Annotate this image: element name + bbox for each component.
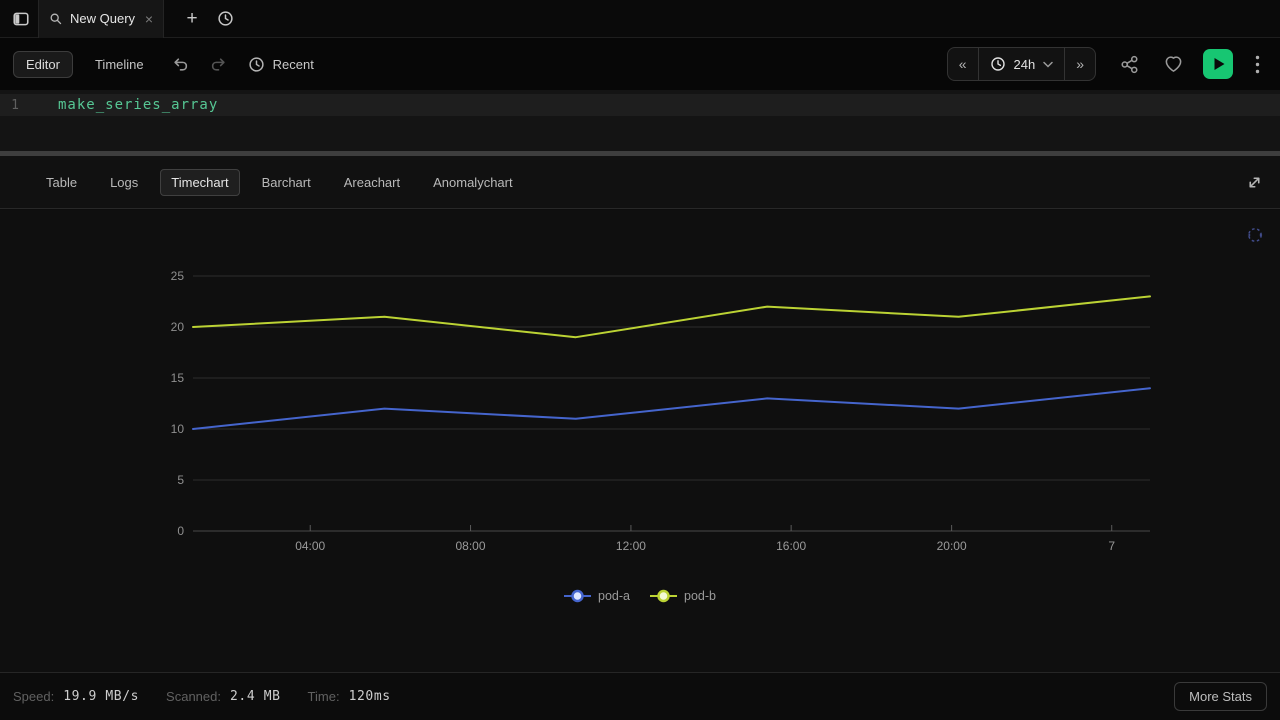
- line-number: 1: [11, 97, 19, 113]
- recent-button[interactable]: Recent: [248, 56, 314, 73]
- svg-text:16:00: 16:00: [776, 539, 806, 553]
- favorite-button[interactable]: [1162, 53, 1184, 75]
- results-tab-bar: Table Logs Timechart Barchart Areachart Anoma…: [0, 156, 1280, 209]
- recent-label: Recent: [272, 56, 314, 72]
- tab-table[interactable]: Table: [46, 174, 78, 190]
- play-icon: [1214, 58, 1225, 70]
- close-tab-icon[interactable]: ×: [144, 10, 153, 27]
- svg-text:5: 5: [177, 473, 184, 487]
- share-button[interactable]: [1118, 53, 1140, 75]
- svg-text:04:00: 04:00: [295, 539, 325, 553]
- live-refresh-icon: [1247, 228, 1263, 242]
- tab-bar: New Query × +: [0, 0, 1280, 38]
- timechart-panel: 25 20 15 10 5 0 04:00 08:00 12:00 16:00 20:00 7 pod…: [0, 210, 1280, 672]
- new-tab-button[interactable]: +: [186, 7, 198, 29]
- status-label: Time:: [307, 689, 340, 704]
- line-chart[interactable]: 25 20 15 10 5 0 04:00 08:00 12:00 16:00 20:00 7: [0, 210, 1280, 672]
- time-range-next-button[interactable]: »: [1076, 56, 1084, 72]
- tab-barchart[interactable]: Barchart: [261, 174, 311, 190]
- status-item: Scanned: 2.4 MB: [166, 689, 281, 704]
- chevron-down-icon: [1043, 61, 1053, 68]
- sidebar-toggle-button[interactable]: [7, 5, 35, 33]
- toolbar: Editor Timeline Recent «: [0, 38, 1280, 90]
- svg-text:08:00: 08:00: [456, 539, 486, 553]
- status-value: 120ms: [348, 689, 391, 704]
- svg-text:10: 10: [171, 422, 185, 436]
- svg-text:15: 15: [171, 371, 185, 385]
- tab-anomalychart[interactable]: Anomalychart: [433, 174, 513, 190]
- expand-icon: [1248, 176, 1260, 188]
- legend-marker-icon: [564, 589, 592, 603]
- query-editor[interactable]: 1 make_series_array: [0, 90, 1280, 151]
- tab-logs[interactable]: Logs: [110, 174, 139, 190]
- status-label: Scanned:: [166, 689, 221, 704]
- clock-icon: [217, 11, 233, 26]
- svg-text:20: 20: [171, 320, 185, 334]
- time-range-group: « 24h »: [946, 47, 1096, 81]
- tab-timechart[interactable]: Timechart: [160, 168, 240, 196]
- redo-button[interactable]: [208, 53, 230, 75]
- legend-label: pod-a: [598, 589, 630, 603]
- toolbar-right: « 24h »: [946, 47, 1267, 81]
- history-button[interactable]: [213, 7, 237, 31]
- legend-item-pod-a[interactable]: pod-a: [564, 589, 630, 603]
- share-icon: [1120, 55, 1138, 73]
- time-range-prev-button[interactable]: «: [958, 56, 967, 72]
- live-refresh-button[interactable]: [1246, 226, 1264, 244]
- status-item: Time: 120ms: [308, 689, 391, 704]
- redo-icon: [211, 57, 225, 71]
- status-bar: Speed: 19.9 MB/s Scanned: 2.4 MB Time: 120ms M…: [0, 672, 1280, 720]
- clock-icon: [990, 57, 1005, 71]
- status-item: Speed: 19.9 MB/s: [13, 689, 139, 704]
- sidebar-icon: [13, 12, 29, 25]
- editor-current-line[interactable]: 1 make_series_array: [0, 94, 1280, 116]
- svg-text:20:00: 20:00: [937, 539, 967, 553]
- time-range-dropdown[interactable]: 24h: [977, 48, 1066, 80]
- heart-icon: [1165, 55, 1181, 72]
- status-label: Speed:: [13, 689, 55, 704]
- undo-icon: [174, 57, 188, 71]
- svg-text:0: 0: [177, 524, 184, 538]
- legend-item-pod-b[interactable]: pod-b: [650, 589, 716, 603]
- search-icon: [50, 13, 62, 24]
- legend-marker-icon: [650, 589, 677, 603]
- undo-button[interactable]: [170, 53, 192, 75]
- svg-text:25: 25: [171, 269, 185, 283]
- chart-legend: pod-a pod-b: [0, 589, 1280, 603]
- timeline-mode-button[interactable]: Timeline: [94, 56, 144, 72]
- query-code[interactable]: make_series_array: [58, 97, 219, 113]
- kebab-menu-icon: [1255, 55, 1259, 73]
- editor-mode-button[interactable]: Editor: [13, 50, 73, 78]
- status-value: 2.4 MB: [229, 689, 281, 704]
- legend-label: pod-b: [684, 589, 716, 603]
- expand-results-button[interactable]: [1242, 170, 1266, 194]
- panel-resize-handle[interactable]: [0, 151, 1280, 156]
- more-options-button[interactable]: [1247, 52, 1267, 76]
- svg-text:7: 7: [1108, 539, 1115, 553]
- svg-text:12:00: 12:00: [616, 539, 646, 553]
- query-tab[interactable]: New Query ×: [38, 0, 164, 38]
- tab-areachart[interactable]: Areachart: [343, 174, 401, 190]
- clock-icon: [249, 56, 264, 72]
- status-value: 19.9 MB/s: [63, 689, 140, 704]
- time-range-value: 24h: [1013, 56, 1036, 72]
- more-stats-button[interactable]: More Stats: [1174, 682, 1267, 711]
- run-query-button[interactable]: [1203, 49, 1233, 79]
- query-tab-title: New Query: [70, 11, 136, 26]
